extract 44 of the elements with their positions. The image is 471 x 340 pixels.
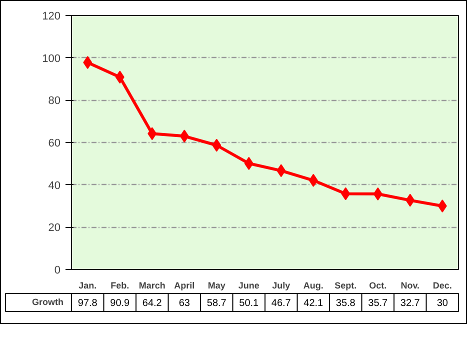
data-label: 64.2 xyxy=(142,298,162,309)
y-tick-label: 0 xyxy=(54,264,61,276)
y-tick-label: 120 xyxy=(42,10,61,22)
x-tick-label: June xyxy=(238,280,260,290)
x-tick-label: July xyxy=(272,280,290,290)
point xyxy=(244,156,254,170)
point xyxy=(341,187,350,200)
data-label: 46.7 xyxy=(271,298,292,309)
x-tick-label: Oct. xyxy=(369,280,387,290)
point xyxy=(148,127,157,140)
point xyxy=(373,187,382,200)
y-tick-label: 20 xyxy=(48,222,61,234)
text: Growth xyxy=(32,297,64,307)
point xyxy=(406,194,415,207)
x-tick-label: Nov. xyxy=(400,280,420,290)
x-tick-label: Dec. xyxy=(432,280,452,290)
point xyxy=(83,56,92,69)
data-label: 35.8 xyxy=(336,298,356,309)
x-tick-label: March xyxy=(138,280,166,290)
data-label: 50.1 xyxy=(239,298,260,309)
y-tick-label: 100 xyxy=(42,52,61,65)
point xyxy=(212,138,222,152)
data-label: 30 xyxy=(436,298,448,309)
point xyxy=(180,130,189,143)
point xyxy=(438,200,447,212)
data-label: 35.7 xyxy=(368,298,388,309)
point xyxy=(115,70,124,84)
data-label: 97.8 xyxy=(78,298,98,309)
y-tick-label: 80 xyxy=(48,95,61,108)
x-tick-label: Aug. xyxy=(303,280,324,290)
y-tick-label: 60 xyxy=(48,138,61,150)
data-label: 42.1 xyxy=(304,298,324,309)
point xyxy=(276,164,286,178)
data-label: 63 xyxy=(178,298,190,309)
data-label: 32.7 xyxy=(400,298,420,309)
x-tick-label: Jan. xyxy=(78,280,97,290)
x-tick-label: Feb. xyxy=(110,280,130,290)
point xyxy=(308,174,318,187)
y-tick-label: 40 xyxy=(48,180,61,192)
x-tick-label: April xyxy=(174,280,195,290)
x-tick-label: Sept. xyxy=(334,280,357,290)
data-label: 90.9 xyxy=(110,298,130,309)
x-tick-label: May xyxy=(208,280,226,290)
data-label: 58.7 xyxy=(206,298,227,309)
